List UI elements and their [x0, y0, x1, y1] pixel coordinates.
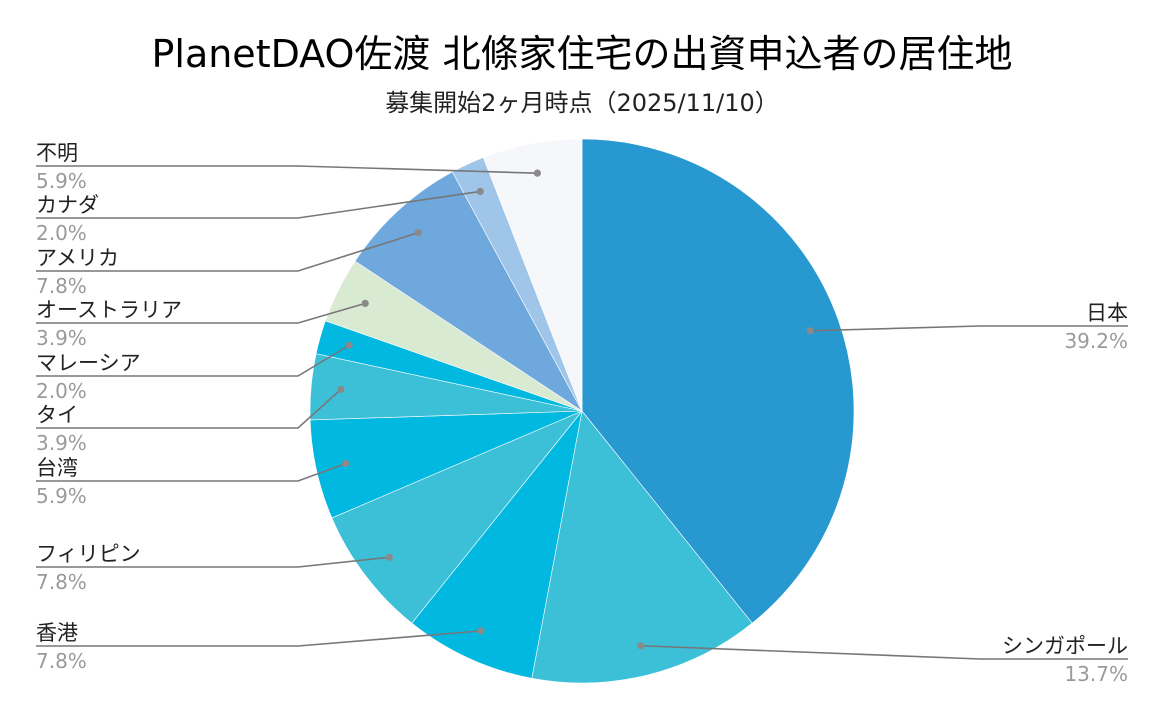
leader-lines — [36, 165, 1128, 660]
leader-dot-10 — [533, 169, 541, 177]
slice-percent-7: 3.9% — [36, 326, 87, 350]
pie-slice-8 — [354, 171, 583, 412]
pie-slice-1 — [531, 410, 753, 684]
pie-slice-10 — [482, 138, 583, 412]
slice-label-9: カナダ — [36, 193, 99, 217]
slice-percent-9: 2.0% — [36, 221, 87, 245]
leader-dot-0 — [806, 327, 814, 335]
slice-label-1: シンガポール — [1002, 634, 1128, 658]
leader-line-1 — [640, 644, 1128, 660]
leader-line-5 — [36, 388, 342, 429]
leader-dot-2 — [477, 627, 485, 635]
pie-slice-3 — [331, 410, 583, 624]
leader-dot-4 — [342, 459, 350, 468]
slice-percent-2: 7.8% — [36, 649, 87, 673]
leader-dot-6 — [345, 341, 353, 349]
slice-percent-3: 7.8% — [36, 570, 87, 594]
slice-percent-8: 7.8% — [36, 274, 87, 298]
slice-label-2: 香港 — [36, 621, 78, 645]
pie-slice-2 — [411, 410, 583, 679]
chart-subtitle: 募集開始2ヶ月時点（2025/11/10） — [385, 89, 779, 117]
leader-line-3 — [36, 556, 390, 568]
slice-percent-4: 5.9% — [36, 484, 87, 508]
leader-line-9 — [36, 190, 481, 219]
slice-percent-6: 2.0% — [36, 379, 87, 403]
leader-line-10 — [36, 165, 538, 174]
leader-dot-5 — [337, 385, 345, 393]
slice-labels: 日本 39.2% シンガポール 13.7% 香港 7.8% フィリピン 7.8% 台湾 5.9% タ… — [36, 141, 1128, 686]
leader-dot-1 — [637, 642, 645, 650]
leader-dot-7 — [361, 299, 369, 308]
leader-line-4 — [36, 462, 347, 482]
slice-label-4: 台湾 — [36, 456, 78, 480]
leader-line-2 — [36, 630, 481, 647]
slice-label-5: タイ — [36, 403, 78, 427]
slice-label-10: 不明 — [36, 141, 78, 165]
leader-dot-9 — [476, 187, 484, 196]
leader-dot-8 — [414, 229, 423, 237]
slice-label-3: フィリピン — [36, 542, 141, 566]
leader-line-0 — [810, 325, 1128, 332]
slice-label-0: 日本 — [1086, 301, 1128, 325]
slice-label-7: オーストラリア — [36, 298, 182, 322]
leader-line-7 — [36, 302, 366, 324]
leader-line-6 — [36, 344, 350, 377]
slice-label-8: アメリカ — [36, 246, 119, 270]
pie-slice-0 — [581, 138, 855, 624]
leader-line-8 — [36, 231, 419, 272]
slice-percent-10: 5.9% — [36, 169, 87, 193]
leader-dot-3 — [385, 553, 393, 561]
pie-slices — [309, 138, 855, 684]
slice-percent-1: 13.7% — [1064, 662, 1128, 686]
slice-percent-5: 3.9% — [36, 431, 87, 455]
slice-percent-0: 39.2% — [1064, 329, 1128, 353]
chart-title: PlanetDAO佐渡 北條家住宅の出資申込者の居住地 — [151, 32, 1012, 76]
slice-label-6: マレーシア — [36, 351, 141, 375]
